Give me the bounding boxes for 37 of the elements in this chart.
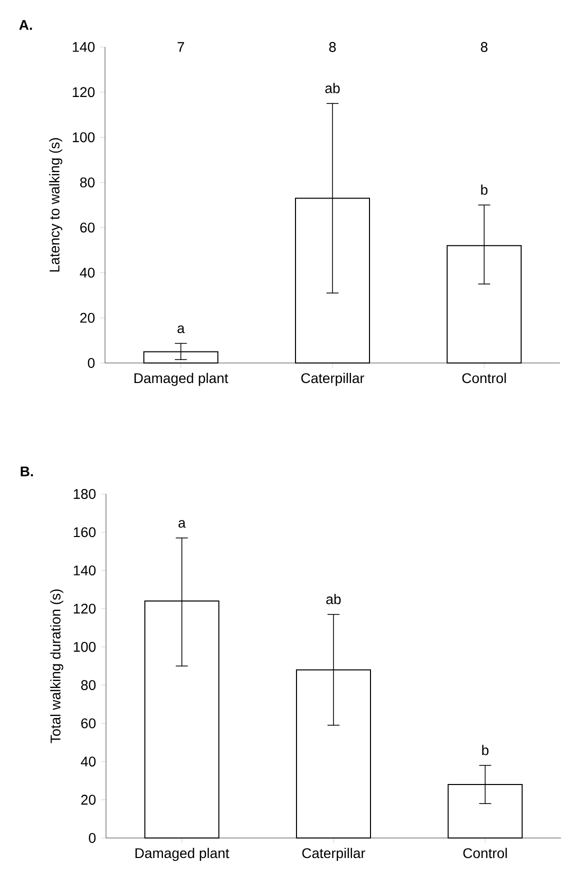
chart-title: A.	[19, 20, 32, 30]
y-tick-label: 60	[80, 222, 95, 233]
annotation: ab	[326, 594, 341, 604]
y-tick-label: 20	[81, 794, 96, 805]
annotation: a	[178, 520, 186, 528]
annotation: 8	[480, 42, 488, 52]
annotation: a	[178, 325, 185, 334]
y-tick-label: 60	[81, 718, 96, 728]
annotation: b	[481, 184, 488, 195]
y-tick-label: 100	[74, 642, 96, 652]
y-tick-label: 0	[88, 358, 95, 368]
y-tick-label: 160	[74, 527, 96, 538]
y-axis-title: Latency to walking (s)	[49, 138, 62, 272]
x-tick-label: Damaged plant	[134, 372, 228, 386]
y-tick-label: 140	[74, 565, 96, 576]
y-tick-label: 80	[80, 177, 95, 188]
y-tick-label: 120	[74, 604, 96, 614]
x-tick-label: Caterpillar	[302, 848, 366, 861]
x-tick-label: Damaged plant	[136, 848, 230, 861]
y-tick-label: 40	[80, 268, 95, 278]
x-tick-label: Caterpillar	[301, 372, 364, 386]
y-tick-label: 120	[72, 87, 95, 98]
annotation: b	[482, 744, 488, 756]
y-tick-label: 80	[81, 680, 96, 690]
y-tick-label: 100	[72, 132, 95, 142]
x-tick-label: Control	[462, 372, 506, 384]
chart-title: B.	[20, 466, 33, 476]
y-tick-label: 180	[74, 489, 96, 499]
y-axis-title: Total walking duration (s)	[50, 589, 64, 744]
y-tick-label: 20	[80, 312, 95, 323]
y-tick-label: 140	[72, 42, 95, 52]
annotation: 7	[178, 42, 184, 52]
y-tick-label: 0	[88, 833, 96, 843]
x-tick-label: Control	[463, 848, 507, 858]
annotation: 8	[329, 42, 336, 52]
annotation: ab	[325, 82, 340, 94]
y-tick-label: 40	[80, 756, 96, 767]
